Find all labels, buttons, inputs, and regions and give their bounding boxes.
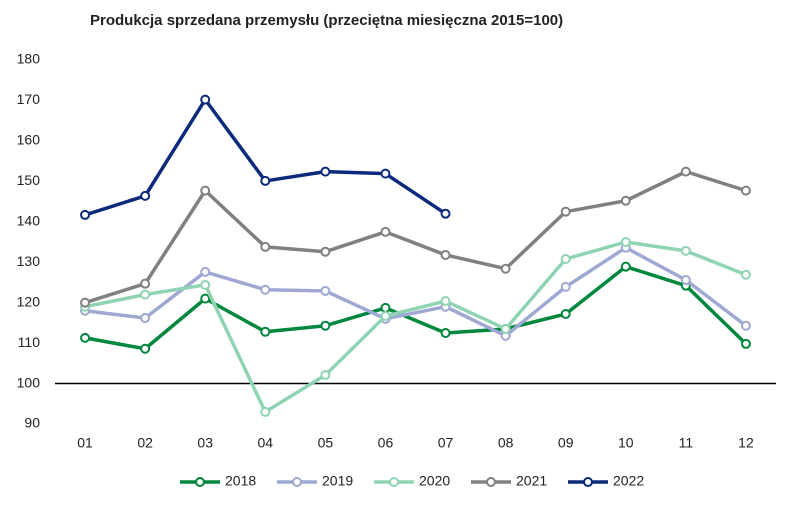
x-tick-label: 05 bbox=[318, 435, 334, 451]
data-point bbox=[740, 269, 751, 280]
x-tick-label: 11 bbox=[679, 435, 694, 451]
legend-marker bbox=[389, 477, 399, 487]
y-tick-label: 180 bbox=[17, 51, 41, 67]
data-point bbox=[320, 285, 331, 296]
data-point bbox=[200, 185, 211, 196]
legend-marker bbox=[292, 477, 302, 487]
series-line bbox=[84, 169, 747, 305]
series-line bbox=[84, 264, 748, 351]
data-point bbox=[620, 195, 631, 206]
data-point bbox=[560, 281, 571, 292]
x-tick-label: 04 bbox=[258, 435, 274, 451]
x-tick-label: 07 bbox=[438, 435, 454, 451]
data-point bbox=[140, 313, 151, 324]
legend-marker bbox=[486, 477, 496, 487]
x-tick-label: 06 bbox=[378, 435, 394, 451]
data-point bbox=[140, 343, 151, 354]
data-point bbox=[260, 284, 271, 295]
legend-marker bbox=[195, 477, 205, 487]
data-point bbox=[260, 175, 271, 186]
data-point bbox=[380, 311, 391, 322]
data-point bbox=[440, 249, 451, 260]
series-line bbox=[84, 97, 447, 217]
data-point bbox=[380, 226, 391, 237]
y-tick-label: 100 bbox=[17, 374, 41, 390]
data-point bbox=[560, 253, 571, 264]
data-point bbox=[440, 208, 451, 219]
data-point bbox=[320, 320, 331, 331]
data-point bbox=[500, 263, 511, 274]
data-point bbox=[140, 190, 151, 201]
series-line bbox=[84, 240, 747, 414]
data-point bbox=[260, 241, 271, 252]
data-point bbox=[320, 166, 331, 177]
data-point bbox=[140, 278, 151, 289]
y-tick-label: 160 bbox=[17, 132, 41, 148]
data-point bbox=[680, 245, 691, 256]
data-point bbox=[320, 370, 331, 381]
data-point bbox=[200, 279, 211, 290]
x-tick-label: 09 bbox=[558, 435, 574, 451]
data-point bbox=[500, 323, 511, 334]
data-point bbox=[200, 266, 211, 277]
x-tick-label: 12 bbox=[738, 435, 754, 451]
data-point bbox=[740, 320, 751, 331]
x-tick-label: 01 bbox=[77, 435, 93, 451]
data-point bbox=[620, 237, 631, 247]
data-point bbox=[440, 328, 451, 338]
legend-marker bbox=[583, 477, 593, 487]
legend-label: 2018 bbox=[225, 473, 256, 489]
x-tick-label: 03 bbox=[197, 435, 213, 451]
x-tick-label: 08 bbox=[498, 435, 514, 451]
legend-label: 2022 bbox=[613, 473, 644, 489]
legend-label: 2021 bbox=[516, 473, 547, 489]
legend-label: 2019 bbox=[322, 473, 353, 489]
data-point bbox=[380, 168, 391, 179]
data-point bbox=[80, 297, 91, 308]
data-point bbox=[560, 308, 571, 319]
data-point bbox=[80, 332, 91, 343]
y-tick-label: 110 bbox=[18, 334, 41, 350]
data-point bbox=[620, 261, 631, 272]
y-tick-label: 90 bbox=[24, 415, 40, 431]
x-tick-label: 10 bbox=[618, 435, 634, 451]
data-point bbox=[680, 275, 691, 286]
chart-title: Produkcja sprzedana przemysłu (przeciętn… bbox=[90, 12, 563, 29]
data-point bbox=[380, 302, 391, 313]
data-point bbox=[140, 289, 151, 300]
data-point bbox=[440, 296, 451, 307]
y-tick-label: 170 bbox=[17, 91, 41, 107]
data-point bbox=[260, 406, 271, 417]
legend-label: 2020 bbox=[419, 473, 450, 489]
data-point bbox=[80, 209, 91, 220]
data-point bbox=[200, 293, 211, 304]
data-point bbox=[740, 338, 751, 349]
y-tick-label: 150 bbox=[17, 172, 41, 188]
data-point bbox=[560, 206, 571, 217]
y-tick-label: 120 bbox=[17, 293, 41, 309]
data-point bbox=[680, 166, 691, 177]
data-point bbox=[740, 185, 751, 196]
y-tick-label: 130 bbox=[17, 253, 41, 269]
x-tick-label: 02 bbox=[137, 435, 153, 451]
data-point bbox=[320, 246, 331, 257]
data-point bbox=[260, 326, 271, 337]
data-point bbox=[200, 94, 211, 105]
series-line bbox=[84, 245, 748, 338]
y-tick-label: 140 bbox=[17, 212, 41, 228]
